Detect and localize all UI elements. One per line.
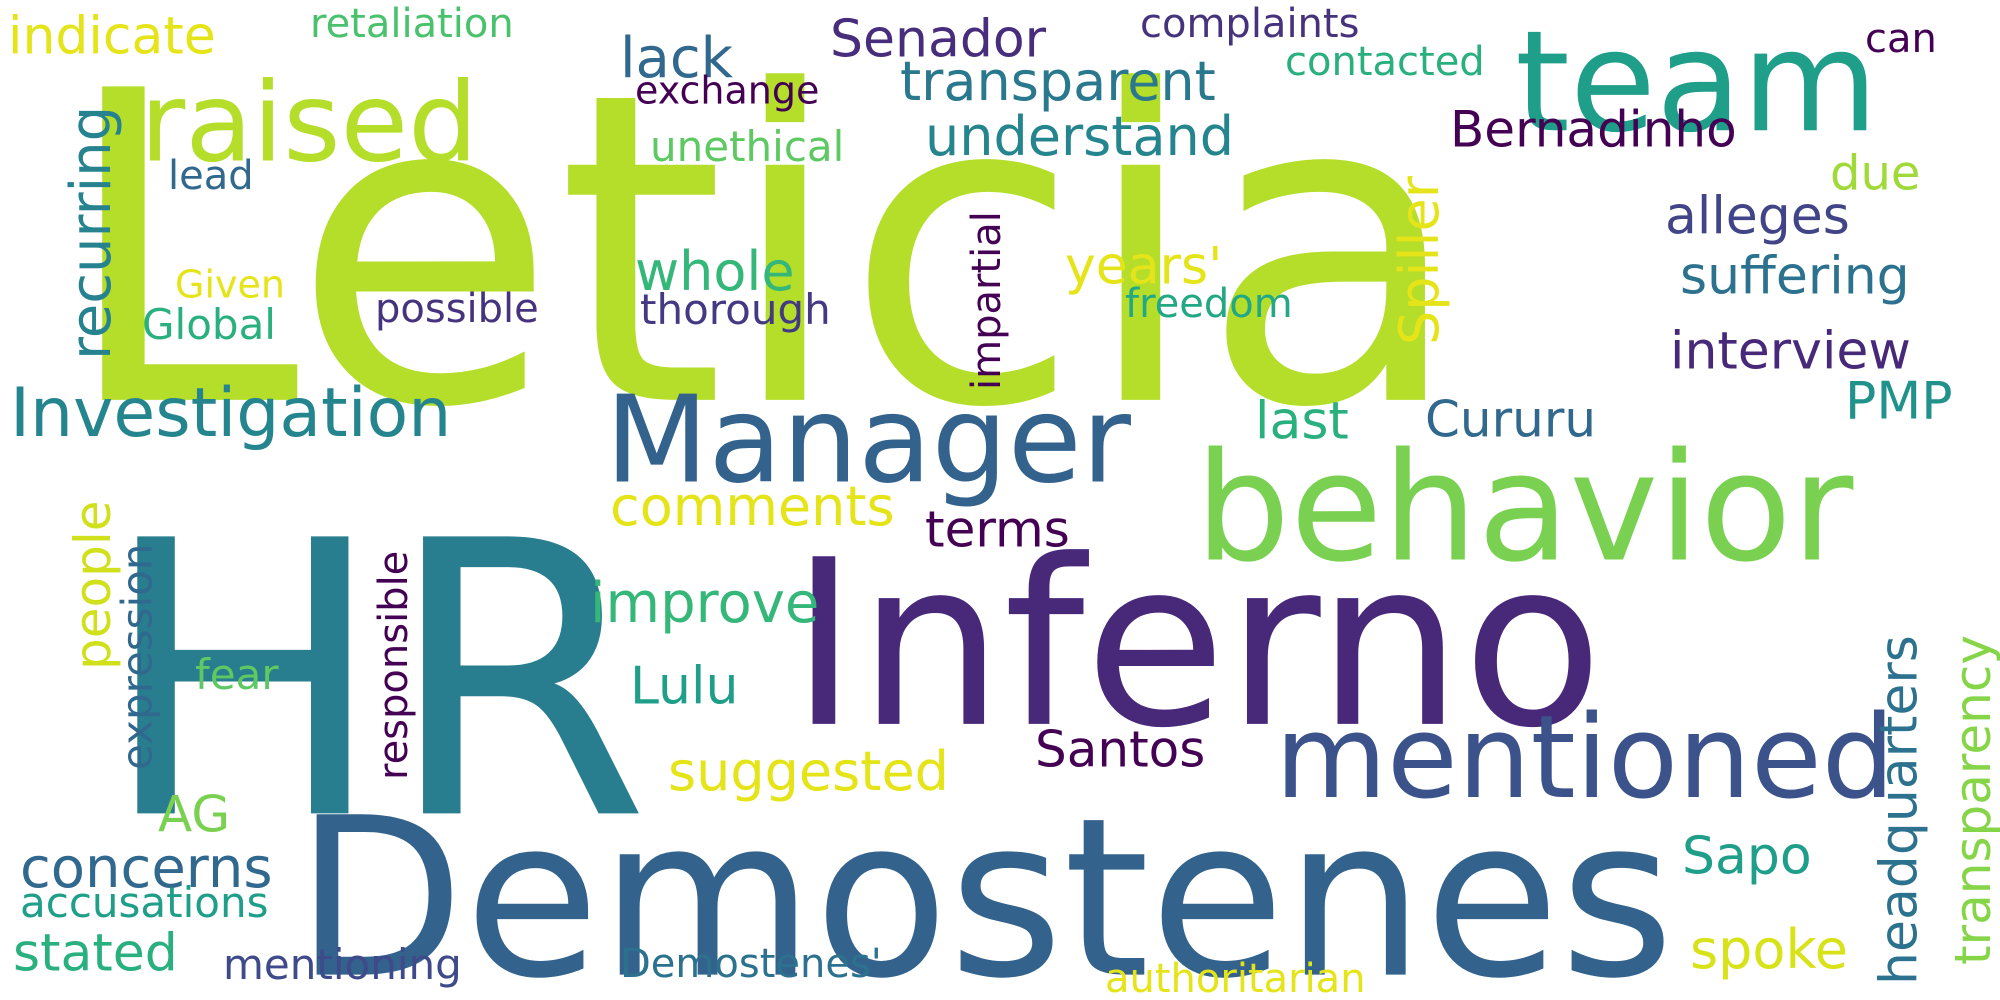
word-inferno: Inferno <box>790 512 1603 779</box>
word-responsible: responsible <box>371 551 417 780</box>
word-manager: Manager <box>605 372 1132 511</box>
word-years: years' <box>1065 236 1222 296</box>
word-comments: comments <box>610 475 895 538</box>
word-raised: raised <box>140 58 478 186</box>
word-retaliation: retaliation <box>310 1 514 47</box>
word-suffering: suffering <box>1680 246 1910 306</box>
word-unethical: unethical <box>650 122 844 171</box>
word-expression: expression <box>113 543 162 770</box>
word-suggested: suggested <box>668 740 949 803</box>
word-ag: AG <box>158 786 230 844</box>
word-stated: stated <box>13 923 178 983</box>
word-recurring: recurring <box>59 106 124 360</box>
word-pmp: PMP <box>1845 371 1953 431</box>
word-lack: lack <box>620 26 734 91</box>
word-sapo: Sapo <box>1682 826 1812 886</box>
word-spiller: Spiller <box>1388 175 1451 345</box>
word-whole: whole <box>635 240 795 303</box>
word-transparent: transparent <box>900 50 1216 113</box>
word-impartial: impartial <box>964 211 1010 390</box>
word-senador: Senador <box>830 9 1047 69</box>
word-improve: improve <box>590 571 819 636</box>
word-demostenes: Demostenes <box>295 771 1674 1000</box>
word-due: due <box>1830 146 1920 202</box>
word-leticia: Leticia <box>60 2 1464 502</box>
word-contacted: contacted <box>1285 39 1485 85</box>
word-lulu: Lulu <box>630 656 738 716</box>
word-santos: Santos <box>1035 721 1205 779</box>
word-indicate: indicate <box>8 6 216 66</box>
word-given: Given <box>175 262 285 306</box>
word-terms: terms <box>925 501 1070 559</box>
word-mentioning: mentioning <box>223 940 462 989</box>
word-investigation: Investigation <box>10 374 451 453</box>
word-concerns: concerns <box>20 836 273 901</box>
word-people: people <box>64 501 122 670</box>
word-demostenes: Demostenes' <box>620 941 882 987</box>
word-understand: understand <box>925 105 1234 168</box>
word-behavior: behavior <box>1195 422 1854 596</box>
word-interview: interview <box>1670 321 1911 381</box>
word-freedom: freedom <box>1125 281 1293 327</box>
word-hr: HR <box>100 460 650 903</box>
word-transparency: transparency <box>1944 635 2000 965</box>
word-team: team <box>1515 1 1878 164</box>
word-exchange: exchange <box>635 68 819 112</box>
word-thorough: thorough <box>640 285 831 334</box>
word-complaints: complaints <box>1140 1 1359 47</box>
word-lead: lead <box>168 153 254 199</box>
word-alleges: alleges <box>1665 186 1850 246</box>
word-last: last <box>1255 391 1349 451</box>
word-mentioned: mentioned <box>1275 691 1895 825</box>
word-spoke: spoke <box>1690 918 1848 981</box>
word-bernadinho: Bernadinho <box>1450 101 1737 159</box>
word-global: Global <box>142 300 276 349</box>
word-fear: fear <box>195 650 279 699</box>
word-headquarters: headquarters <box>1870 635 1930 985</box>
word-authoritarian: authoritarian <box>1105 956 1366 1000</box>
word-cururu: Cururu <box>1425 391 1596 449</box>
word-possible: possible <box>375 286 539 332</box>
word-can: can <box>1865 16 1937 62</box>
word-accusations: accusations <box>20 878 269 927</box>
